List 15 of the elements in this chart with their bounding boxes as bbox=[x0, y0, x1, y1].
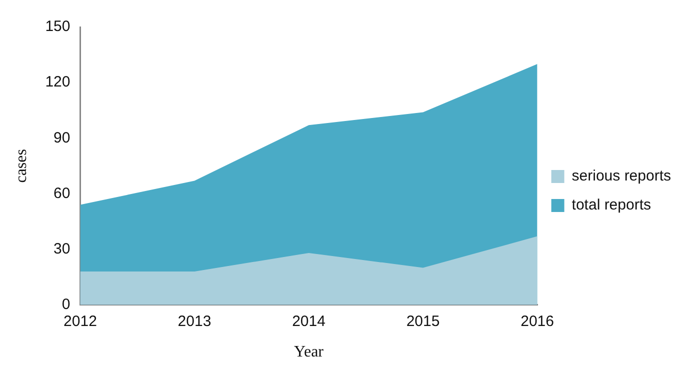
x-tick-label: 2013 bbox=[178, 312, 212, 330]
y-tick-label: 0 bbox=[62, 296, 70, 313]
x-tick-label: 2014 bbox=[292, 312, 326, 330]
x-tick-label: 2015 bbox=[406, 312, 440, 330]
legend-label: total reports bbox=[572, 196, 652, 214]
legend-label: serious reports bbox=[572, 168, 672, 185]
y-tick-label: 120 bbox=[45, 74, 70, 91]
y-axis-title: cases bbox=[12, 149, 30, 183]
x-axis-title: Year bbox=[294, 344, 324, 361]
y-tick-label: 60 bbox=[54, 184, 70, 202]
x-tick-label: 2016 bbox=[520, 312, 554, 330]
y-tick-label: 90 bbox=[54, 129, 70, 146]
y-tick-label: 30 bbox=[54, 240, 70, 258]
x-tick-label: 2012 bbox=[64, 312, 97, 330]
y-tick-label: 150 bbox=[45, 18, 70, 36]
